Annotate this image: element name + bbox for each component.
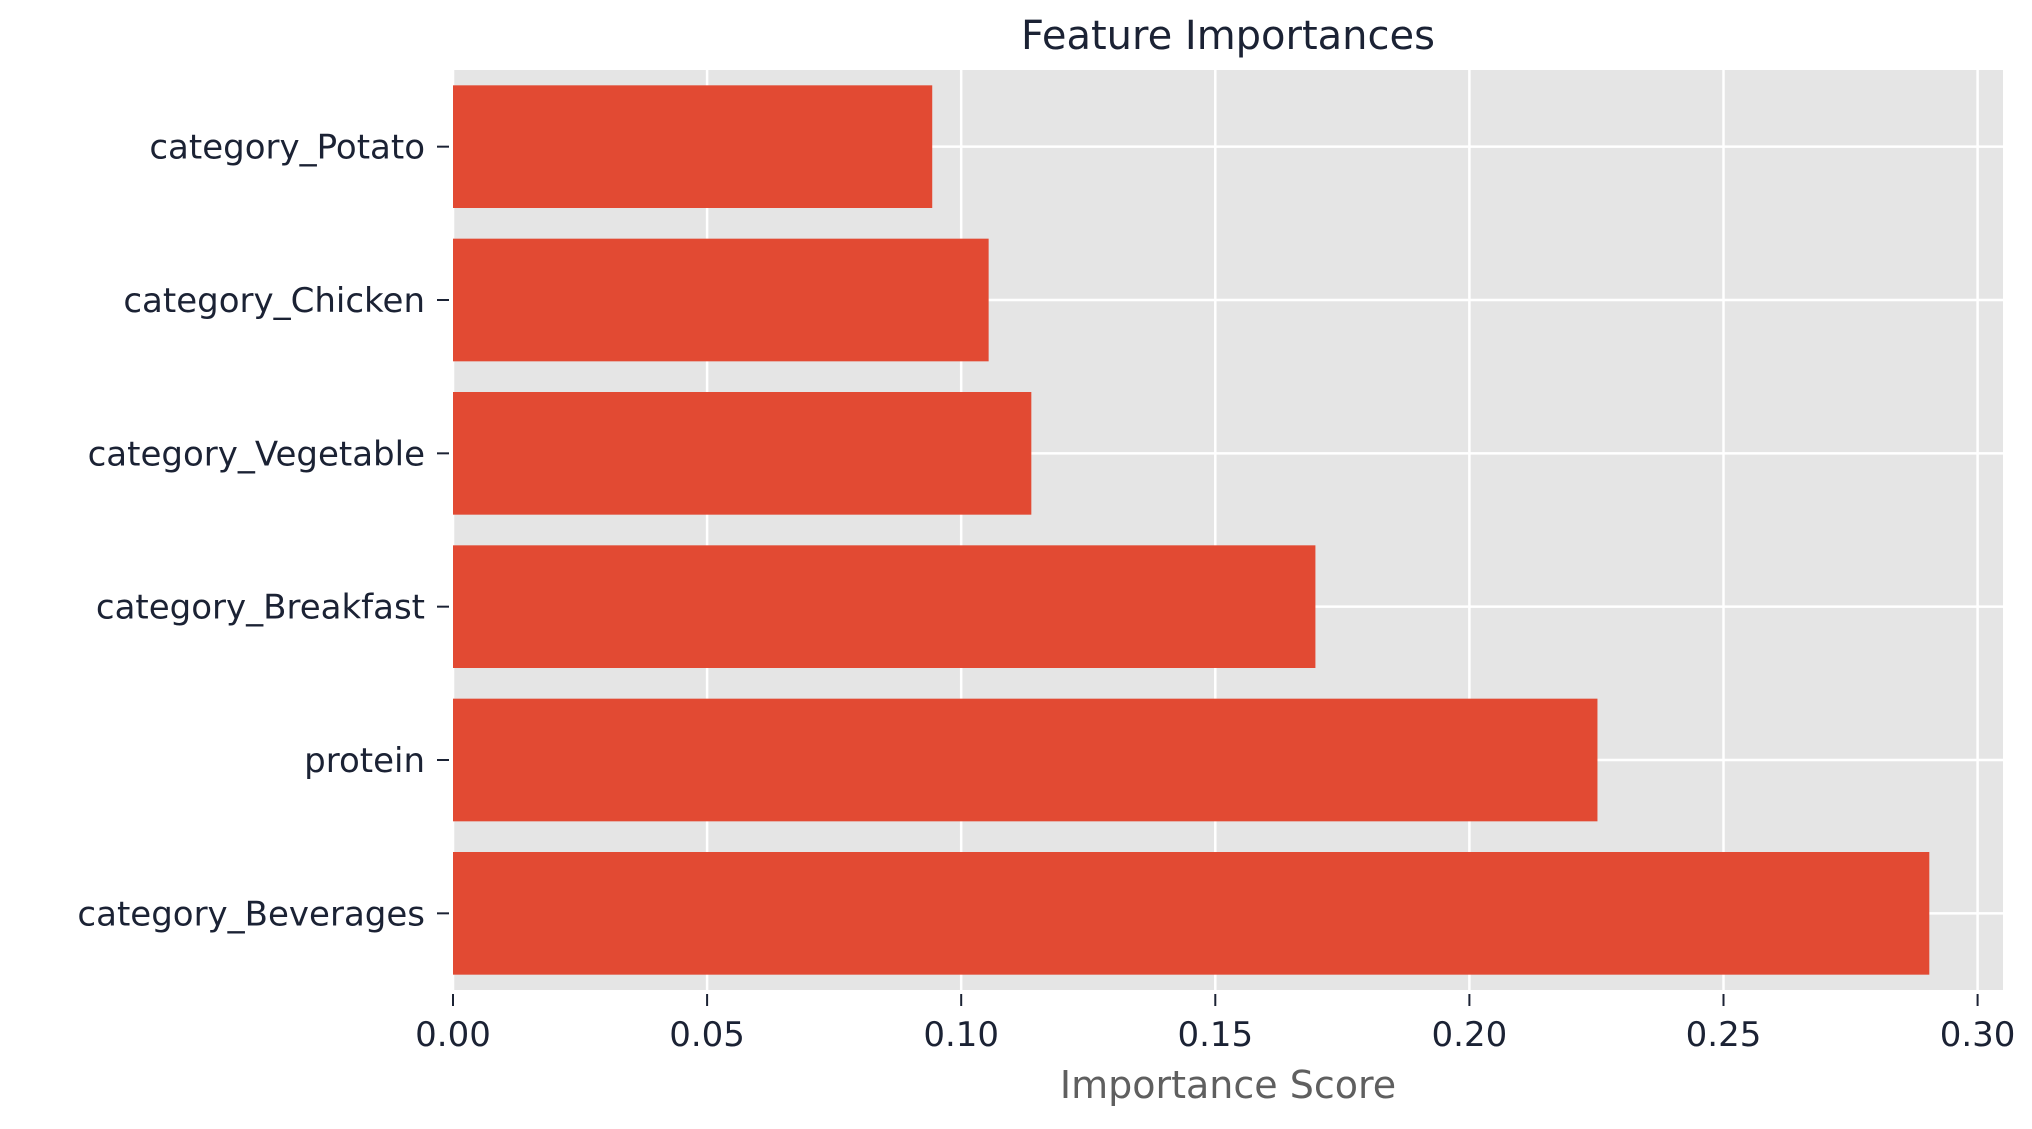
x-tick-label: 0.15 <box>1177 1015 1253 1055</box>
plot-background <box>453 70 2003 990</box>
x-tick-label: 0.25 <box>1686 1015 1762 1055</box>
bar-category-potato <box>453 85 933 208</box>
y-tick-label: category_Beverages <box>77 894 425 934</box>
bar-protein <box>453 698 1598 822</box>
x-axis-label: Importance Score <box>1060 1063 1396 1107</box>
y-tick-label: category_Vegetable <box>88 434 425 474</box>
x-axis-ticks: 0.00 0.05 0.10 0.15 0.20 0.25 0.30 <box>415 994 2015 1055</box>
y-tick-label: protein <box>304 741 425 781</box>
bar-category-beverages <box>453 852 1930 975</box>
chart-title: Feature Importances <box>1021 13 1435 59</box>
y-tick-label: category_Breakfast <box>96 588 425 628</box>
bars <box>453 85 1930 975</box>
x-tick-label: 0.05 <box>669 1015 745 1055</box>
x-tick-label: 0.30 <box>1940 1015 2016 1055</box>
bar-category-vegetable <box>453 392 1032 515</box>
x-tick-label: 0.20 <box>1432 1015 1508 1055</box>
x-tick-label: 0.00 <box>415 1015 491 1055</box>
y-tick-label: category_Chicken <box>123 281 425 321</box>
y-tick-label: category_Potato <box>149 128 425 168</box>
y-axis-ticks: category_Beverages protein category_Breakf… <box>77 128 449 934</box>
bar-category-chicken <box>453 238 989 362</box>
x-tick-label: 0.10 <box>923 1015 999 1055</box>
bar-category-breakfast <box>453 545 1316 668</box>
